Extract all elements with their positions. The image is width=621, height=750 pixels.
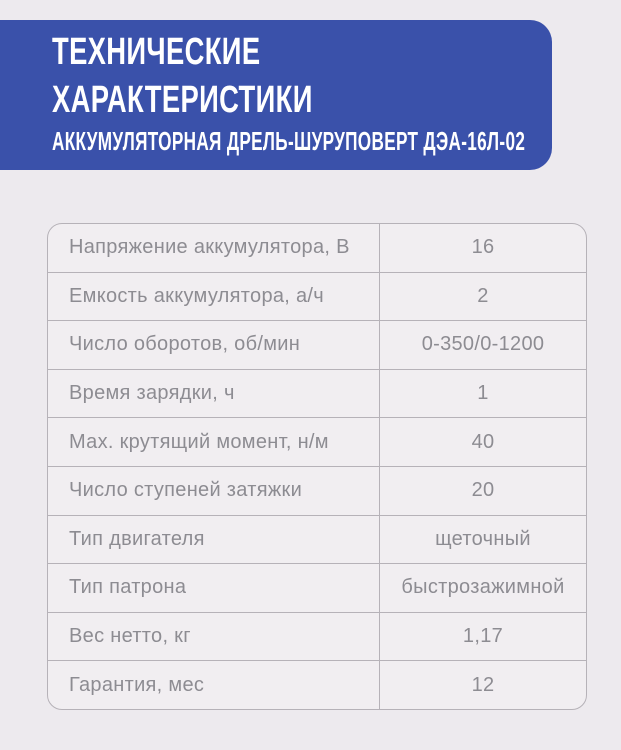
table-row: Емкость аккумулятора, а/ч 2 xyxy=(48,272,586,322)
spec-label: Мах. крутящий момент, н/м xyxy=(48,418,380,466)
spec-value: 16 xyxy=(471,236,495,259)
spec-label: Напряжение аккумулятора, В xyxy=(48,224,380,272)
table-row: Тип двигателя щеточный xyxy=(48,515,586,565)
spec-value: 40 xyxy=(471,430,495,453)
spec-value: щеточный xyxy=(435,527,531,550)
table-row: Число ступеней затяжки 20 xyxy=(48,466,586,516)
spec-value: 12 xyxy=(471,673,495,696)
spec-label: Тип патрона xyxy=(48,564,380,612)
table-row: Вес нетто, кг 1,17 xyxy=(48,612,586,662)
table-row: Гарантия, мес 12 xyxy=(48,661,586,709)
spec-table: Напряжение аккумулятора, В 16 Емкость акку… xyxy=(47,223,587,710)
header-banner: ТЕХНИЧЕСКИЕ ХАРАКТЕРИСТИКИ АККУМУЛЯТОРНА… xyxy=(0,20,552,170)
spec-label: Вес нетто, кг xyxy=(48,612,380,661)
spec-value: 20 xyxy=(471,479,495,502)
spec-value: 1 xyxy=(477,382,489,405)
spec-label: Емкость аккумулятора, а/ч xyxy=(48,272,380,321)
spec-value: 2 xyxy=(477,284,489,307)
spec-value: 0-350/0-1200 xyxy=(421,333,545,356)
spec-label: Тип двигателя xyxy=(48,515,380,564)
product-name-subtitle: АККУМУЛЯТОРНАЯ ДРЕЛЬ-ШУРУПОВЕРТ ДЭА-16Л-… xyxy=(52,126,526,156)
table-row: Напряжение аккумулятора, В 16 xyxy=(48,224,586,273)
spec-value: 1,17 xyxy=(462,625,504,648)
spec-label: Число ступеней затяжки xyxy=(48,466,380,515)
spec-label: Гарантия, мес xyxy=(48,661,380,709)
spec-label: Число оборотов, об/мин xyxy=(48,321,380,369)
page-title: ТЕХНИЧЕСКИЕ ХАРАКТЕРИСТИКИ xyxy=(52,31,313,121)
table-row: Время зарядки, ч 1 xyxy=(48,369,586,419)
table-row: Число оборотов, об/мин 0-350/0-1200 xyxy=(48,321,586,370)
spec-label: Время зарядки, ч xyxy=(48,369,380,418)
table-row: Мах. крутящий момент, н/м 40 xyxy=(48,418,586,467)
table-row: Тип патрона быстрозажимной xyxy=(48,564,586,613)
spec-value: быстрозажимной xyxy=(401,576,565,599)
